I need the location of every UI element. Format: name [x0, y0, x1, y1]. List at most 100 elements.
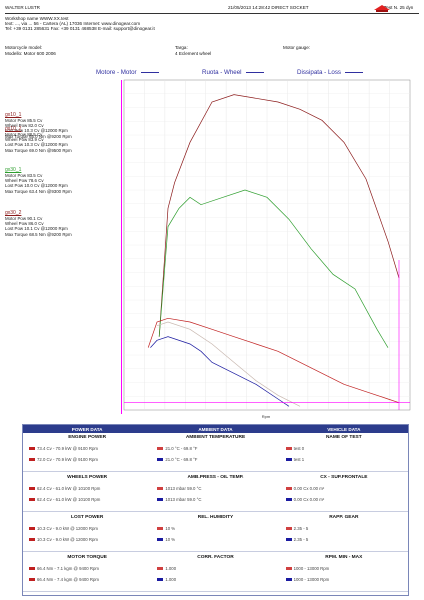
section-title: AMB.PRESS - OIL TEMP. [187, 475, 244, 480]
table-cell: 66.4 Nm - 7.4 kgm @ 9400 Rpm [23, 577, 151, 582]
header-divider [5, 13, 419, 14]
grid [124, 80, 410, 410]
table-cell-text: 73.4 Cv - 70.9 kW @ 9100 Rpm [37, 446, 98, 451]
section-title: REL. HUMIDITY [197, 515, 234, 520]
table-cell: 2.35 - 5 [280, 537, 408, 542]
table-cell-text: 1013 mbar 59.0 °C [165, 486, 202, 491]
table-cell-text: test 1 [293, 457, 305, 462]
head-ambient: AMBIENT DATA [198, 426, 233, 432]
legend-wheel: Ruota - Wheel [202, 69, 264, 76]
series-swatch [285, 578, 292, 582]
header-test-number: Test N. 25 dyn [384, 5, 414, 10]
x-axis-label: Rpm [262, 414, 271, 419]
table-cell-text: 2.35 - 5 [293, 526, 309, 531]
table-header: POWER DATA AMBIENT DATA VEHICLE DATA [23, 425, 408, 433]
test-block-row: Wheel Pow 82.0 Cv [5, 123, 44, 129]
legend-wheel-label: Ruota - Wheel [202, 69, 242, 76]
test-block-title[interactable]: gx10_2 [5, 126, 22, 132]
table-row: 10.3 Cv - 9.0 kW @ 12000 Rpm 10 % 2.35 - 5 [23, 537, 408, 542]
section-divider [23, 511, 408, 512]
test-block-1: gx10_1 Motor Pow 85.5 Cv Wheel Pow 82.0 … [5, 112, 115, 139]
series-group [124, 94, 410, 410]
marker-line-left [121, 80, 122, 414]
section-title: RPM. MIN - MAX [325, 555, 363, 560]
series-swatch [157, 527, 164, 531]
section-title: WHEELS POWER [67, 475, 108, 480]
legend-motor-line [140, 71, 159, 73]
table-cell-text: 10.3 Cv - 9.0 kW @ 12000 Rpm [37, 537, 98, 542]
series-swatch [29, 487, 35, 491]
table-cell-text: 10 % [165, 526, 176, 531]
header-left: WALTER LUSTR [5, 5, 40, 10]
table-cell: 0.00 Cx 0.00 m² [280, 486, 408, 491]
header-date: 21/05/2013 14:28:42 DIRECT SOCKET [228, 5, 309, 10]
table-cell: 1.000 [151, 577, 279, 582]
series-swatch [29, 458, 35, 462]
series-swatch [29, 567, 35, 571]
table-cell: test 1 [280, 457, 408, 462]
test-block-row: Motor Pow 83.5 Cv [5, 173, 43, 178]
series-swatch [285, 538, 292, 542]
test-block-row: Motor Pow 88.5 Cv [5, 132, 43, 137]
table-row: 10.3 Cv - 9.0 kW @ 12000 Rpm 10 % 2.35 - 5 [23, 526, 408, 531]
test-block-title[interactable]: gx30_2 [5, 210, 22, 216]
table-cell-text: 1.000 [165, 577, 177, 582]
section-titles: ENGINE POWER AMBIENT TEMPERATURE NAME OF T… [23, 435, 408, 440]
table-row: 73.4 Cv - 70.9 kW @ 9100 Rpm 21.0 °C - 69… [23, 446, 408, 451]
table-cell-text: 0.00 Cx 0.00 m² [293, 497, 325, 502]
series-swatch [29, 578, 35, 582]
company-address: text: ..., via ... 56 - Cartera (AL) 170… [5, 21, 141, 26]
table-cell-text: 1013 mbar 59.0 °C [165, 497, 202, 502]
table-cell: 1013 mbar 59.0 °C [151, 497, 279, 502]
series-swatch [157, 578, 164, 582]
table-cell-text: 62.4 Cv - 61.0 kW @ 10100 Rpm [37, 497, 101, 502]
table-cell-text: 10 % [165, 537, 176, 542]
test-block-row: Max Torque 68.5 Nm @9200 Rpm [5, 231, 72, 237]
test-block-row: Wheel Pow 83.9 Cv [5, 137, 44, 143]
series-swatch [157, 498, 164, 502]
brand-logo [374, 5, 390, 12]
plate-label: Targa: [175, 45, 188, 50]
summary-table: POWER DATA AMBIENT DATA VEHICLE DATA ENG… [22, 424, 409, 596]
series-line-5 [150, 336, 290, 407]
section-divider [23, 471, 408, 472]
table-cell: 73.4 Cv - 70.9 kW @ 9100 Rpm [23, 446, 151, 451]
legend-motor: Motore - Motor [96, 69, 159, 76]
plate-value: 4 Eclement wheel [175, 51, 212, 56]
table-cell: 21.0 °C - 69.8 °F [151, 446, 279, 451]
table-cell-text: test 0 [293, 446, 305, 451]
series-swatch [157, 567, 164, 571]
section-titles: LOST POWER REL. HUMIDITY RAPP. GEAR [23, 515, 408, 520]
series-swatch [29, 447, 35, 451]
section-title: AMBIENT TEMPERATURE [185, 435, 246, 440]
table-cell-text: 1.000 [165, 566, 177, 571]
table-cell: 10 % [151, 526, 279, 531]
series-line-3 [147, 317, 400, 403]
test-block-row: Max Torque 69.0 Nm @9500 Rpm [5, 147, 72, 153]
test-block-row: Lost Pow 10.3 Cv @12000 Rpm [5, 142, 68, 148]
test-block-row: Lost Pow 10.1 Cv @12000 Rpm [5, 226, 68, 232]
table-cell-text: 21.0 °C - 69.8 °F [165, 446, 198, 451]
section-titles: MOTOR TORQUE CORR. FACTOR RPM. MIN - MAX [23, 555, 408, 560]
series-swatch [285, 527, 292, 531]
test-block-row: Wheel Pow 86.0 Cv [5, 221, 44, 227]
table-cell-text: 2.35 - 5 [293, 537, 309, 542]
test-block-row: Motor Pow 90.1 Cv [5, 216, 43, 221]
table-cell: 1013 mbar 59.0 °C [151, 486, 279, 491]
test-block-row: Lost Pow 10.3 Cv @12000 Rpm [5, 128, 68, 134]
table-cell-text: 62.4 Cv - 61.0 kW @ 10100 Rpm [37, 486, 101, 491]
table-cell-text: 21.0 °C - 69.8 °F [165, 457, 198, 462]
section-divider [23, 591, 408, 592]
model-value: Modello: Motor 600 2006 [5, 51, 56, 56]
table-row: 66.4 Nm - 7.4 kgm @ 9400 Rpm 1.000 1000 - … [23, 577, 408, 582]
section-titles: WHEELS POWER AMB.PRESS - OIL TEMP. CX - SU… [23, 475, 408, 480]
series-swatch [285, 487, 292, 491]
section-divider [23, 551, 408, 552]
series-swatch [157, 487, 164, 491]
test-block-title[interactable]: gx10_1 [5, 112, 22, 118]
test-block-title[interactable]: gx30_1 [5, 167, 22, 173]
series-swatch [285, 567, 292, 571]
head-vehicle: VEHICLE DATA [327, 426, 361, 432]
table-cell: 0.00 Cx 0.00 m² [280, 497, 408, 502]
table-cell: 1.000 [151, 566, 279, 571]
